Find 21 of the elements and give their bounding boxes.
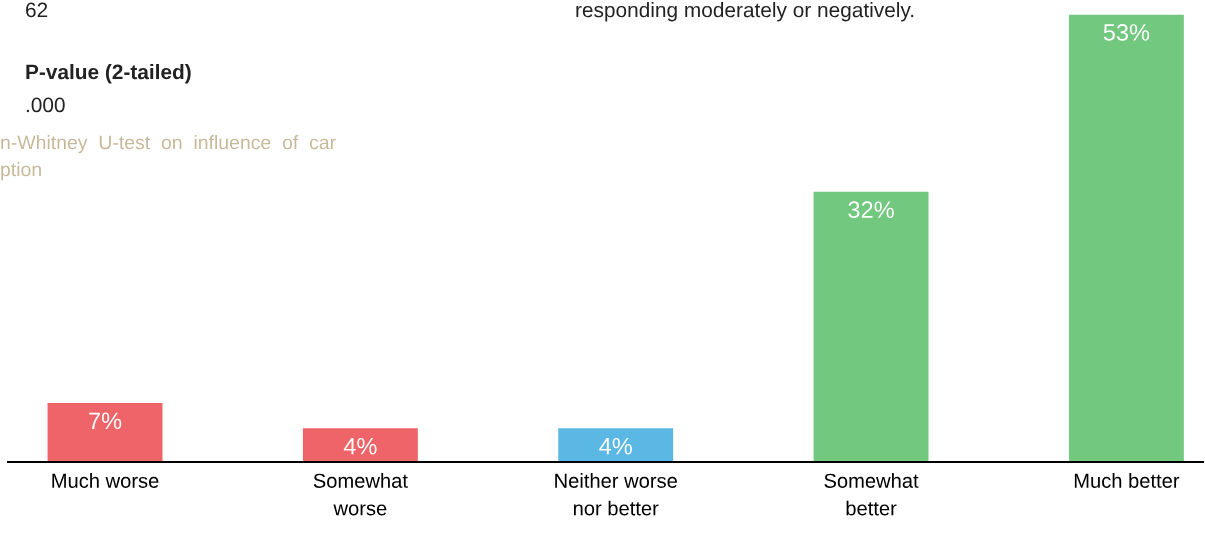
annotation: 62 [26, 2, 48, 18]
annotation: P-value (2-tailed) [26, 64, 191, 84]
annotation: ption [1, 162, 41, 181]
data-label: 53% [1103, 24, 1150, 41]
bar [1068, 14, 1184, 462]
data-label: 7% [89, 412, 122, 430]
bar [47, 402, 163, 462]
x-tick-label: Neither worse nor better [555, 473, 677, 516]
x-tick-label: Much worse [52, 473, 159, 488]
annotation: .000 [26, 97, 65, 113]
annotation: n-Whitney U-test on influence of car [1, 135, 336, 154]
x-tick-label: Somewhat better [824, 473, 919, 516]
bar [302, 428, 418, 462]
x-tick-label: Somewhat worse [313, 473, 408, 516]
data-label: 4% [343, 437, 377, 455]
annotation: responding moderately or negatively. [576, 2, 914, 22]
bar [813, 191, 929, 462]
data-label: 4% [599, 437, 632, 455]
data-label: 32% [848, 201, 894, 219]
x-tick-label: Much better [1074, 473, 1180, 488]
bar [558, 428, 674, 462]
